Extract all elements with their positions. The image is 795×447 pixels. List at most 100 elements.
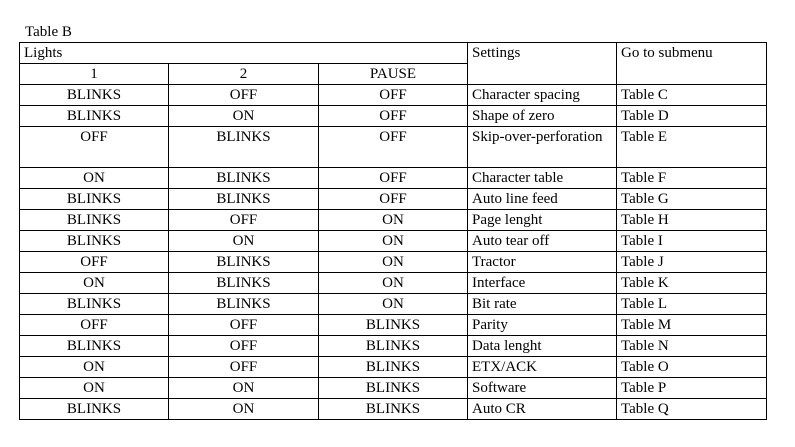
light1-cell: ON — [19, 377, 169, 399]
setting-cell: Skip-over-perforation — [467, 126, 617, 168]
pause-cell: ON — [318, 251, 468, 273]
setting-cell: Parity — [467, 314, 617, 336]
light2-cell: ON — [168, 398, 319, 420]
table-row: ON OFF BLINKS ETX/ACK Table O — [19, 356, 767, 378]
table-row: OFF OFF BLINKS Parity Table M — [19, 314, 767, 336]
table-row: BLINKS BLINKS ON Bit rate Table L — [19, 293, 767, 315]
light2-header: 2 — [168, 63, 319, 85]
setting-cell: Auto line feed — [467, 188, 617, 210]
light1-cell: ON — [19, 167, 169, 189]
pause-cell: BLINKS — [318, 398, 468, 420]
light2-cell: BLINKS — [168, 126, 319, 168]
setting-cell: Character spacing — [467, 84, 617, 106]
table-row: BLINKS OFF BLINKS Data lenght Table N — [19, 335, 767, 357]
light1-cell: BLINKS — [19, 188, 169, 210]
setting-cell: Auto CR — [467, 398, 617, 420]
light1-cell: ON — [19, 272, 169, 294]
table-row: BLINKS ON OFF Shape of zero Table D — [19, 105, 767, 127]
submenu-cell: Table E — [616, 126, 767, 168]
table-row: OFF BLINKS OFF Skip-over-perforation Table E — [19, 126, 767, 168]
pause-cell: OFF — [318, 167, 468, 189]
light2-cell: BLINKS — [168, 188, 319, 210]
light1-cell: OFF — [19, 251, 169, 273]
header-row: Lights Settings Go to submenu — [19, 42, 767, 85]
pause-header: PAUSE — [318, 63, 468, 85]
light2-cell: OFF — [168, 314, 319, 336]
submenu-cell: Table Q — [616, 398, 767, 420]
setting-cell: Shape of zero — [467, 105, 617, 127]
table-row: BLINKS ON BLINKS Auto CR Table Q — [19, 398, 767, 420]
light2-cell: ON — [168, 230, 319, 252]
submenu-cell: Table J — [616, 251, 767, 273]
pause-cell: ON — [318, 293, 468, 315]
submenu-cell: Table L — [616, 293, 767, 315]
lights-settings-table: Lights Settings Go to submenu 1 2 PAUSE … — [19, 42, 767, 420]
pause-cell: OFF — [318, 105, 468, 127]
submenu-cell: Table G — [616, 188, 767, 210]
pause-cell: BLINKS — [318, 314, 468, 336]
setting-cell: Data lenght — [467, 335, 617, 357]
light1-cell: BLINKS — [19, 84, 169, 106]
submenu-cell: Table P — [616, 377, 767, 399]
table-row: BLINKS OFF ON Page lenght Table H — [19, 209, 767, 231]
light2-cell: BLINKS — [168, 167, 319, 189]
setting-cell: Auto tear off — [467, 230, 617, 252]
submenu-cell: Table I — [616, 230, 767, 252]
table-row: BLINKS ON ON Auto tear off Table I — [19, 230, 767, 252]
settings-header: Settings — [467, 42, 617, 85]
submenu-cell: Table M — [616, 314, 767, 336]
light1-header: 1 — [19, 63, 169, 85]
light1-cell: OFF — [19, 314, 169, 336]
light1-cell: BLINKS — [19, 335, 169, 357]
table-row: ON BLINKS OFF Character table Table F — [19, 167, 767, 189]
pause-cell: ON — [318, 230, 468, 252]
submenu-header: Go to submenu — [616, 42, 767, 85]
light2-cell: ON — [168, 105, 319, 127]
light2-cell: OFF — [168, 356, 319, 378]
submenu-cell: Table D — [616, 105, 767, 127]
setting-cell: Character table — [467, 167, 617, 189]
setting-cell: Interface — [467, 272, 617, 294]
light1-cell: BLINKS — [19, 293, 169, 315]
subheader-row: 1 2 PAUSE — [19, 63, 767, 85]
setting-cell: ETX/ACK — [467, 356, 617, 378]
setting-cell: Page lenght — [467, 209, 617, 231]
light1-cell: BLINKS — [19, 209, 169, 231]
table-row: ON ON BLINKS Software Table P — [19, 377, 767, 399]
light2-cell: BLINKS — [168, 272, 319, 294]
pause-cell: OFF — [318, 126, 468, 168]
submenu-cell: Table F — [616, 167, 767, 189]
table-row: ON BLINKS ON Interface Table K — [19, 272, 767, 294]
table-row: OFF BLINKS ON Tractor Table J — [19, 251, 767, 273]
table-row: BLINKS BLINKS OFF Auto line feed Table G — [19, 188, 767, 210]
light1-cell: BLINKS — [19, 105, 169, 127]
submenu-cell: Table K — [616, 272, 767, 294]
submenu-cell: Table O — [616, 356, 767, 378]
light2-cell: ON — [168, 377, 319, 399]
table-caption: Table B — [25, 24, 72, 40]
pause-cell: ON — [318, 272, 468, 294]
pause-cell: BLINKS — [318, 356, 468, 378]
light1-cell: BLINKS — [19, 398, 169, 420]
setting-cell: Tractor — [467, 251, 617, 273]
pause-cell: OFF — [318, 188, 468, 210]
lights-header: Lights — [19, 42, 468, 64]
light1-cell: BLINKS — [19, 230, 169, 252]
table-row: BLINKS OFF OFF Character spacing Table C — [19, 84, 767, 106]
setting-cell: Software — [467, 377, 617, 399]
light2-cell: BLINKS — [168, 251, 319, 273]
submenu-cell: Table C — [616, 84, 767, 106]
pause-cell: BLINKS — [318, 335, 468, 357]
light1-cell: ON — [19, 356, 169, 378]
setting-cell: Bit rate — [467, 293, 617, 315]
light1-cell: OFF — [19, 126, 169, 168]
pause-cell: BLINKS — [318, 377, 468, 399]
submenu-cell: Table H — [616, 209, 767, 231]
pause-cell: OFF — [318, 84, 468, 106]
light2-cell: OFF — [168, 84, 319, 106]
pause-cell: ON — [318, 209, 468, 231]
submenu-cell: Table N — [616, 335, 767, 357]
light2-cell: BLINKS — [168, 293, 319, 315]
light2-cell: OFF — [168, 209, 319, 231]
light2-cell: OFF — [168, 335, 319, 357]
